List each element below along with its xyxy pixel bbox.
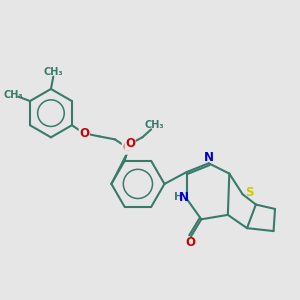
Text: O: O bbox=[125, 137, 135, 150]
Text: O: O bbox=[79, 127, 89, 140]
Text: S: S bbox=[245, 186, 253, 199]
Text: H: H bbox=[174, 192, 183, 202]
Text: N: N bbox=[204, 151, 214, 164]
Text: O: O bbox=[122, 141, 132, 154]
Text: CH₃: CH₃ bbox=[44, 67, 63, 77]
Text: CH₃: CH₃ bbox=[144, 120, 164, 130]
Text: N: N bbox=[179, 191, 189, 204]
Text: O: O bbox=[185, 236, 195, 249]
Text: CH₃: CH₃ bbox=[3, 90, 23, 100]
